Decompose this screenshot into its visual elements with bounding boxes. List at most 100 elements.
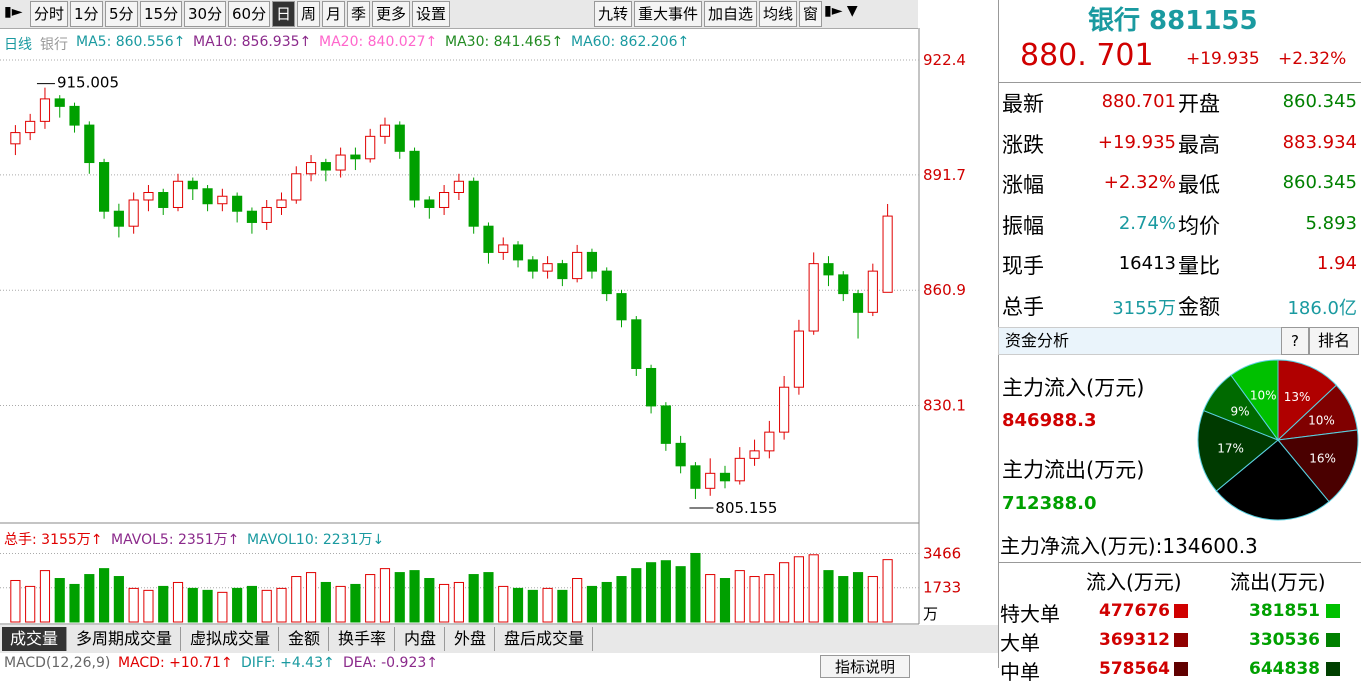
tab[interactable]: 虚拟成交量 xyxy=(182,627,280,651)
volume-bar xyxy=(409,570,420,623)
ma-legend: 日线 xyxy=(4,37,32,53)
out-swatch xyxy=(1326,633,1340,647)
volume-bar xyxy=(453,581,464,623)
volume-legend: MAVOL5: 2351万↑ xyxy=(111,532,240,548)
candle-body xyxy=(84,124,95,164)
tab[interactable]: 盘后成交量 xyxy=(496,627,594,651)
tab[interactable]: 成交量 xyxy=(2,627,68,651)
candle-body xyxy=(365,135,376,160)
quote-label: 均价 xyxy=(1178,213,1220,238)
in-swatch xyxy=(1174,604,1188,618)
volume-bar xyxy=(542,587,553,623)
toolbar-button[interactable]: 60分 xyxy=(228,1,271,27)
candle-body xyxy=(557,263,568,280)
out-swatch xyxy=(1326,662,1340,676)
candle-body xyxy=(823,263,834,276)
table-label: 特大单 xyxy=(1000,602,1060,626)
indicator-button[interactable]: 指标说明 xyxy=(820,655,911,678)
candle-body xyxy=(291,173,302,201)
pie-slice xyxy=(1277,429,1359,503)
macd-legend: MACD: +10.71↑ xyxy=(118,655,233,671)
volume-bar xyxy=(690,552,701,623)
toolbar-button[interactable]: 30分 xyxy=(184,1,227,27)
quote-label: 最新 xyxy=(1002,92,1044,116)
volume-bar xyxy=(335,585,346,623)
toolbar-button[interactable]: 月 xyxy=(322,1,346,27)
toolbar-button[interactable]: 重大事件 xyxy=(634,1,703,27)
toolbar-button[interactable]: 分时 xyxy=(30,1,69,27)
volume-bar xyxy=(187,587,198,623)
y-tick-label: 830.1 xyxy=(923,397,966,415)
volume-bar xyxy=(158,585,169,623)
candle-body xyxy=(838,274,849,295)
stock-name: 银行 881155 xyxy=(1088,6,1258,36)
toolbar-button[interactable]: 窗 xyxy=(799,1,823,27)
toolbar-icon[interactable]: ▮► ▼ xyxy=(824,3,858,19)
fund-header: 资金分析 xyxy=(998,327,1289,355)
ma-legend: MA30: 841.465↑ xyxy=(445,34,564,50)
candle-body xyxy=(719,472,731,482)
volume-bar xyxy=(232,587,243,623)
candle-body xyxy=(572,251,583,280)
toolbar-button[interactable]: 周 xyxy=(297,1,321,27)
candle-body xyxy=(128,199,139,227)
candle-body xyxy=(409,150,420,201)
volume-bar xyxy=(572,578,583,623)
table-out: 330536 xyxy=(1249,630,1320,650)
rank-button[interactable]: 排名 xyxy=(1309,327,1359,355)
candle-body xyxy=(764,431,775,452)
candle-body xyxy=(202,188,213,205)
y-tick-label: 3466 xyxy=(923,544,961,562)
candle-body xyxy=(320,162,331,171)
table-header: 流出(万元) xyxy=(1230,570,1326,594)
toolbar-button[interactable]: 1分 xyxy=(70,1,103,27)
toolbar-button[interactable]: 季 xyxy=(347,1,371,27)
quote-label: 开盘 xyxy=(1178,92,1220,116)
pie-label: 10% xyxy=(1250,388,1277,402)
volume-bar xyxy=(838,576,849,623)
tab[interactable]: 外盘 xyxy=(446,627,496,651)
ma-legend: MA10: 856.935↑ xyxy=(193,34,312,50)
toolbar-button[interactable]: 5分 xyxy=(105,1,138,27)
candle-body xyxy=(852,293,864,313)
ma-legend: MA5: 860.556↑ xyxy=(76,34,186,50)
pie-label: 9% xyxy=(1231,405,1250,419)
unit-label: 万 xyxy=(923,605,938,623)
quote-value: 3155万 xyxy=(1112,297,1176,319)
toolbar-button[interactable]: 日 xyxy=(272,1,296,27)
volume-bar xyxy=(69,583,80,623)
candle-body xyxy=(69,105,80,126)
volume-bar xyxy=(601,581,612,623)
toolbar-button[interactable]: 九转 xyxy=(594,1,633,27)
y-tick-label: 1733 xyxy=(923,579,961,597)
ma-legend: MA20: 840.027↑ xyxy=(319,34,438,50)
y-tick-label: 860.9 xyxy=(923,281,966,299)
help-button[interactable]: ? xyxy=(1281,327,1309,355)
volume-bar xyxy=(365,574,376,623)
candle-body xyxy=(616,293,627,321)
volume-bar xyxy=(527,589,538,623)
table-in: 477676 xyxy=(1099,601,1170,621)
quote-value: 883.934 xyxy=(1282,131,1357,153)
toolbar-button[interactable]: 更多 xyxy=(372,1,411,27)
tab[interactable]: 多周期成交量 xyxy=(68,627,182,651)
candle-body xyxy=(645,367,657,407)
tab[interactable]: 金额 xyxy=(280,627,330,651)
candle-body xyxy=(542,263,553,272)
toolbar-button[interactable]: 均线 xyxy=(759,1,798,27)
quote-value: +2.32% xyxy=(1103,172,1176,193)
nav-icon[interactable]: ▮► xyxy=(4,4,23,20)
tab[interactable]: 内盘 xyxy=(396,627,446,651)
volume-bar xyxy=(350,583,361,623)
toolbar-button[interactable]: 15分 xyxy=(140,1,183,27)
toolbar-button[interactable]: 加自选 xyxy=(704,1,758,27)
candle-body xyxy=(586,251,598,272)
quote-label: 现手 xyxy=(1002,254,1044,278)
high-label: 915.005 xyxy=(57,74,119,92)
y-tick-label: 922.4 xyxy=(923,51,966,69)
tab[interactable]: 换手率 xyxy=(330,627,396,651)
toolbar-button[interactable]: 设置 xyxy=(412,1,451,27)
volume-bar xyxy=(172,581,184,623)
quote-label: 振幅 xyxy=(1002,213,1044,238)
